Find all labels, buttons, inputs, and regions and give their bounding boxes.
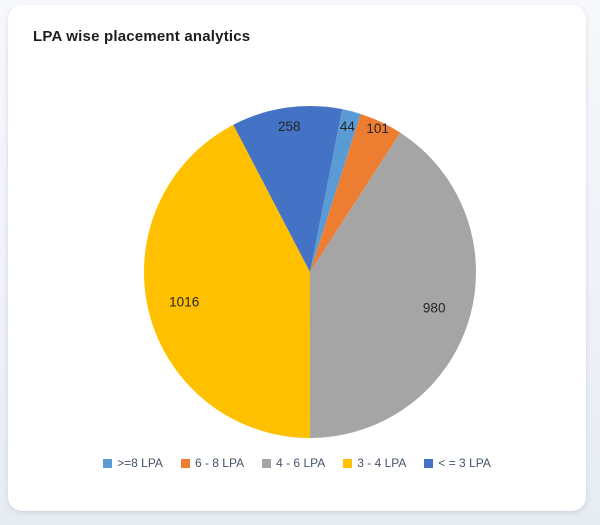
slice-value-label-3-lpa: 258 [278,119,301,134]
legend-swatch-icon [103,458,113,468]
chart-title: LPA wise placement analytics [33,28,251,45]
pie-slices-group [144,106,476,439]
legend-swatch-icon [424,458,434,468]
legend-label: < = 3 LPA [438,456,491,470]
slice-value-label-8-lpa: 44 [340,119,356,134]
legend: >=8 LPA 6 - 8 LPA 4 - 6 LPA 3 - 4 LPA < = 3 … [8,456,586,470]
legend-label: 6 - 8 LPA [194,456,245,470]
pie-labels-group: 44 101 980 1016 258 [169,119,445,315]
legend-swatch-icon [180,458,190,468]
slice-value-label-6-8-lpa: 101 [366,121,389,136]
pie-slice-4-6-lpa [309,132,476,439]
legend-label: >=8 LPA [117,456,163,470]
chart-card: LPA wise placement analytics 44 101 980 101… [8,5,586,511]
pie-chart-svg: 44 101 980 1016 258 [144,106,476,439]
legend-item-4-6-lpa: 4 - 6 LPA [262,456,325,470]
legend-item-3-lpa: < = 3 LPA [424,456,491,470]
legend-label: 4 - 6 LPA [276,456,326,470]
legend-item-8-lpa: >=8 LPA [103,456,163,470]
pie-slice-6-8-lpa [310,113,401,272]
legend-swatch-icon [262,458,272,468]
legend-label: 3 - 4 LPA [357,456,407,470]
legend-item-3-4-lpa: 3 - 4 LPA [343,456,406,470]
pie-slice-8-lpa [310,109,361,272]
legend-item-6-8-lpa: 6 - 8 LPA [180,456,245,470]
slice-value-label-3-4-lpa: 1016 [169,294,199,309]
pie-slice-3-4-lpa [144,124,310,438]
legend-swatch-icon [343,458,353,468]
pie-slice-3-lpa [233,106,343,272]
slice-value-label-4-6-lpa: 980 [423,300,446,315]
